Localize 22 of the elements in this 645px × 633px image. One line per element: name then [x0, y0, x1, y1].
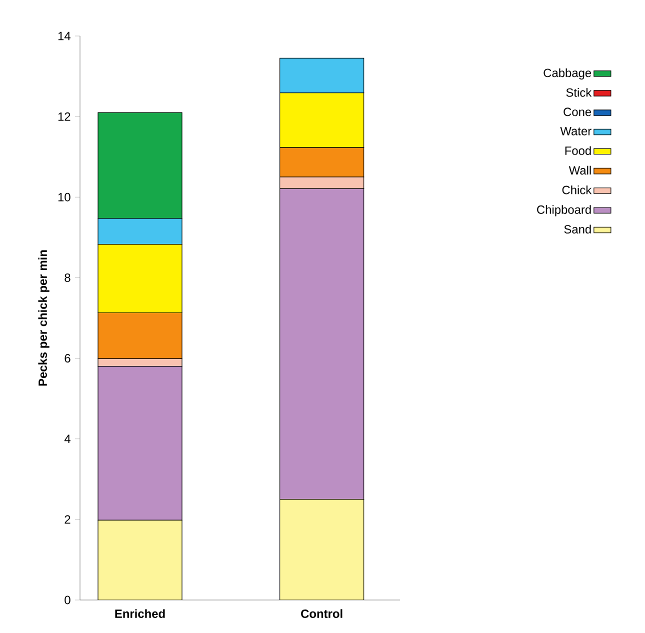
legend-label: Chick: [562, 185, 592, 194]
bar: [98, 520, 182, 600]
legend-label: Stick: [566, 88, 592, 97]
y-tick-label: 0: [64, 596, 70, 604]
y-tick-label: 4: [64, 434, 70, 443]
y-tick-label: 8: [64, 273, 70, 282]
legend-label: Sand: [564, 224, 591, 234]
y-tick-label: 2: [64, 515, 70, 524]
legend-label: Chipboard: [537, 205, 591, 216]
y-tick-label: 12: [58, 112, 70, 121]
legend-label: Water: [560, 126, 592, 136]
legend-label: Wall: [568, 166, 591, 175]
x-tick-label: Control: [301, 609, 342, 618]
bar: [280, 498, 364, 600]
x-tick-label: Enriched: [115, 609, 165, 618]
y-axis-title: Pecks per chick per min: [38, 250, 50, 386]
legend-label: Food: [565, 146, 591, 155]
legend-label: Cabbage: [544, 68, 592, 80]
y-tick-label: 10: [58, 192, 70, 202]
y-tick-label: 14: [58, 32, 70, 40]
legend-label: Cone: [564, 108, 592, 116]
y-tick-label: 6: [64, 354, 70, 363]
